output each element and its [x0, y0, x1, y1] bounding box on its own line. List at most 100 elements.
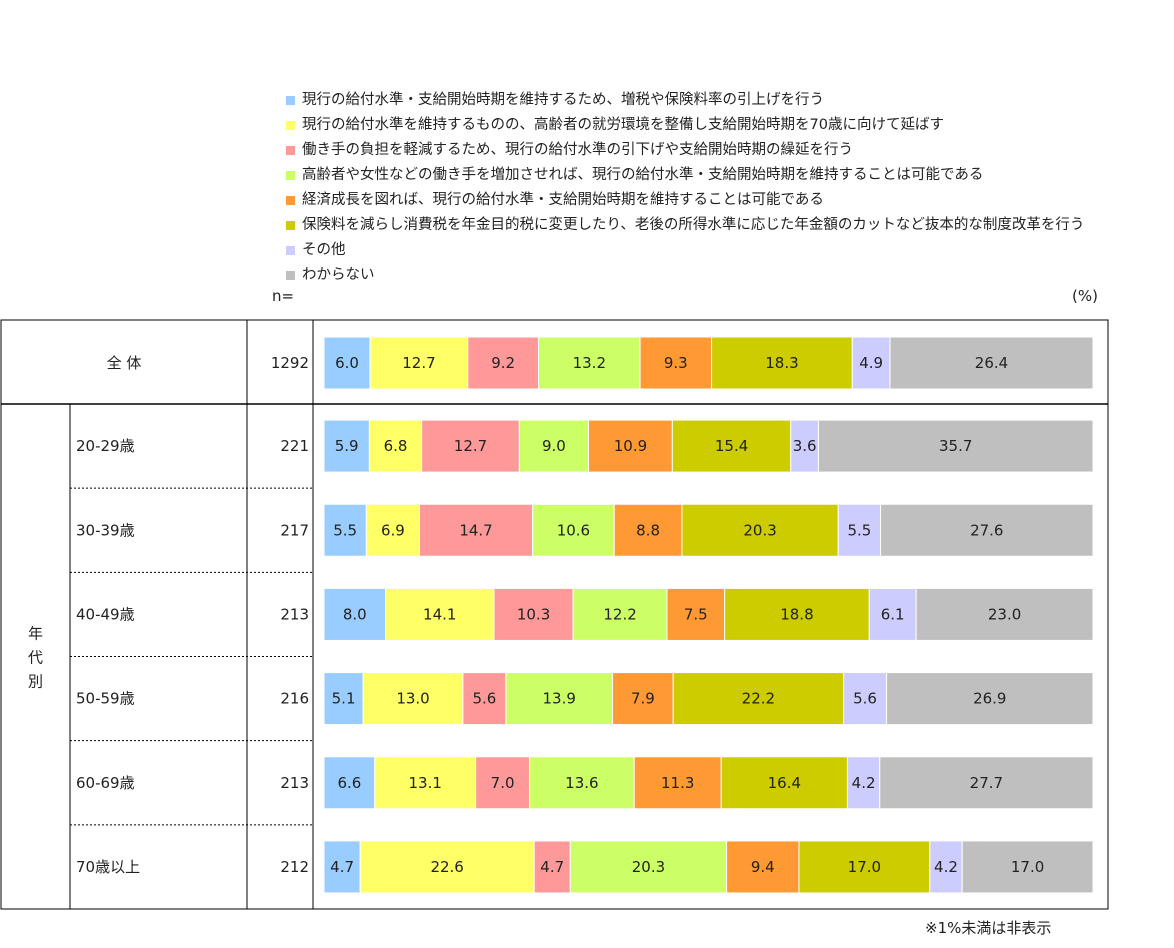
bar-segment-label: 13.0 — [396, 690, 429, 708]
legend-swatch — [286, 196, 295, 205]
bar-segment — [639, 336, 713, 390]
legend-swatch — [286, 271, 295, 280]
row-label: 40-49歳 — [76, 605, 135, 623]
bar-segment-label: 8.8 — [636, 521, 660, 539]
bar-segment — [369, 336, 469, 390]
bar-segment-label: 12.7 — [454, 437, 487, 455]
bar-segment-label: 16.4 — [768, 774, 801, 792]
bar-segment — [961, 840, 1094, 894]
table-frame — [0, 319, 1109, 910]
bar-segment-label: 35.7 — [939, 437, 972, 455]
bar-segment-label: 18.3 — [765, 354, 798, 372]
bar-segment-label: 26.9 — [973, 690, 1006, 708]
row-label: 20-29歳 — [76, 437, 135, 455]
legend-label: 高齢者や女性などの働き手を増加させれば、現行の給付水準・支給開始時期を維持するこ… — [302, 167, 984, 183]
bar-segment — [711, 336, 853, 390]
bar-segment-label: 7.0 — [491, 774, 515, 792]
legend-label: 保険料を減らし消費税を年金目的税に変更したり、老後の所得水準に応じた年金額のカッ… — [302, 217, 1085, 233]
row-n-value: 221 — [280, 437, 309, 455]
bar-segment-label: 17.0 — [1011, 858, 1044, 876]
legend-swatch — [286, 221, 295, 230]
bar-segment — [323, 336, 371, 390]
bar-segment-label: 9.2 — [491, 354, 515, 372]
bar-segment-label: 18.8 — [780, 605, 813, 623]
legend-swatch — [286, 121, 295, 130]
bar-segment-label: 26.4 — [975, 354, 1008, 372]
legend-swatch — [286, 146, 295, 155]
bar-segment — [462, 672, 507, 726]
chart-legend: 現行の給付水準・支給開始時期を維持するため、増税や保険料率の引上げを行う 現行の給… — [286, 88, 1084, 288]
bar-segment-label: 4.2 — [934, 858, 958, 876]
bar-segment — [633, 756, 722, 810]
legend-label: 現行の給付水準・支給開始時期を維持するため、増税や保険料率の引上げを行う — [302, 92, 824, 108]
bar-segment-label: 4.2 — [852, 774, 876, 792]
row-n-value: 217 — [280, 521, 309, 539]
bar-segment-label: 5.6 — [472, 690, 496, 708]
legend-item-1: 現行の給付水準・支給開始時期を維持するため、増税や保険料率の引上げを行う — [286, 88, 1084, 113]
bar-segment-label: 4.9 — [859, 354, 883, 372]
bar-segment — [529, 756, 635, 810]
row-label: 50-59歳 — [76, 690, 135, 708]
legend-item-3: 働き手の負担を軽減するため、現行の給付水準の引下げや支給開始時期の繰延を行う — [286, 138, 1084, 163]
bar-segment-label: 6.1 — [881, 605, 905, 623]
bar-segment — [569, 840, 728, 894]
bar-segment — [879, 756, 1094, 810]
bar-segment-label: 5.5 — [333, 521, 357, 539]
bar-segment-label: 27.6 — [970, 521, 1003, 539]
bar-segment-label: 4.7 — [540, 858, 564, 876]
row-label: 60-69歳 — [76, 774, 135, 792]
bar-segment — [915, 587, 1094, 641]
bar-segment-label: 10.6 — [557, 521, 590, 539]
group-label-char: 別 — [28, 673, 43, 691]
bar-segment — [505, 672, 614, 726]
bar-segment — [323, 419, 370, 473]
row-n-value: 1292 — [271, 354, 309, 372]
bar-segment — [817, 419, 1094, 473]
bar-segment — [323, 840, 361, 894]
bar-segment-label: 7.5 — [684, 605, 708, 623]
bar-segment — [368, 419, 423, 473]
bar-segment — [843, 672, 888, 726]
bar-segment — [467, 336, 540, 390]
legend-label: わからない — [302, 267, 375, 283]
bar-segment — [421, 419, 520, 473]
bar-segment — [671, 419, 792, 473]
row-n-value: 213 — [280, 605, 309, 623]
bar-segment-label: 6.6 — [337, 774, 361, 792]
bar-segment — [323, 587, 387, 641]
bar-segment-label: 14.7 — [459, 521, 492, 539]
bar-segment-label: 8.0 — [343, 605, 367, 623]
bar-segment — [493, 587, 574, 641]
legend-item-4: 高齢者や女性などの働き手を増加させれば、現行の給付水準・支給開始時期を維持するこ… — [286, 163, 1084, 188]
legend-swatch — [286, 246, 295, 255]
bar-segment — [532, 503, 615, 557]
bar-segment-label: 10.9 — [614, 437, 647, 455]
bar-segment-label: 14.1 — [423, 605, 456, 623]
legend-label: 経済成長を図れば、現行の給付水準・支給開始時期を維持することは可能である — [302, 192, 824, 208]
bar-segment — [365, 503, 420, 557]
bar-segment — [880, 503, 1094, 557]
row-n-value: 213 — [280, 774, 309, 792]
bar-segment-label: 5.6 — [853, 690, 877, 708]
bar-segment-label: 22.2 — [742, 690, 775, 708]
bar-segment-label: 13.9 — [543, 690, 576, 708]
group-label-char: 年 — [28, 625, 43, 643]
bar-segment — [886, 672, 1094, 726]
bar-segment — [362, 672, 464, 726]
legend-item-6: 保険料を減らし消費税を年金目的税に変更したり、老後の所得水準に応じた年金額のカッ… — [286, 213, 1084, 238]
bar-segment — [374, 756, 477, 810]
n-header: n= — [272, 287, 295, 305]
bar-segment-label: 5.1 — [332, 690, 356, 708]
bar-segment — [846, 756, 881, 810]
bar-segment — [790, 419, 819, 473]
bar-segment — [385, 587, 495, 641]
bar-segment-label: 20.3 — [743, 521, 776, 539]
bar-segment-label: 10.3 — [517, 605, 550, 623]
legend-swatch — [286, 96, 295, 105]
legend-swatch — [286, 171, 295, 180]
bar-segment-label: 4.7 — [330, 858, 354, 876]
bar-segment-label: 9.4 — [751, 858, 775, 876]
bar-segment-label: 27.7 — [970, 774, 1003, 792]
bar-segment — [613, 503, 683, 557]
bar-segment — [323, 503, 367, 557]
